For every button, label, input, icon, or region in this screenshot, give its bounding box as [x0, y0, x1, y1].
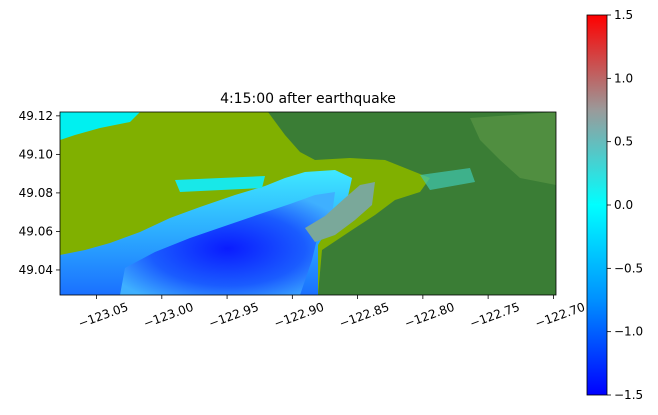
- river-channel: [305, 182, 375, 242]
- y-tick-label: 49.08: [19, 186, 53, 200]
- upland-area: [268, 112, 556, 295]
- colorbar-axis: 1.5 1.0 0.5 0.0 −0.5 −1.0 −1.5: [607, 8, 643, 402]
- inundated-patch-nw: [60, 112, 140, 140]
- y-axis: 49.04 49.06 49.08 49.10 49.12: [19, 109, 60, 277]
- x-tick-label: −122.75: [468, 300, 522, 331]
- y-tick-label: 49.12: [19, 109, 53, 123]
- deep-water: [120, 192, 335, 295]
- x-tick-label: −122.90: [272, 300, 326, 331]
- colorbar-tick-label: 1.0: [614, 71, 633, 85]
- colorbar-tick-label: 0.0: [614, 198, 633, 212]
- colorbar-tick-label: 0.5: [614, 135, 633, 149]
- y-tick-label: 49.06: [19, 224, 53, 238]
- plot-frame: [59, 111, 557, 296]
- x-tick-label: −123.05: [76, 300, 130, 331]
- colorbar-tick-label: 1.5: [614, 8, 633, 22]
- x-axis: −123.05 −123.00 −122.95 −122.90 −122.85 −122.…: [76, 295, 587, 331]
- inundated-patch-east: [420, 168, 475, 190]
- colorbar-tick-label: −0.5: [614, 261, 643, 275]
- colorbar-tick-label: −1.5: [614, 388, 643, 402]
- x-tick-label: −122.80: [403, 300, 457, 331]
- map-image: [60, 112, 556, 295]
- x-tick-label: −122.85: [337, 300, 391, 331]
- chart-title: 4:15:00 after earthquake: [220, 91, 396, 107]
- x-tick-label: −123.00: [142, 300, 196, 331]
- upland-shading: [470, 112, 556, 185]
- y-tick-label: 49.04: [19, 263, 53, 277]
- y-tick-label: 49.10: [19, 147, 53, 161]
- colorbar: [586, 14, 608, 396]
- colorbar-tick-label: −1.0: [614, 325, 643, 339]
- x-tick-label: −122.95: [207, 300, 261, 331]
- x-tick-label: −122.70: [533, 300, 587, 331]
- inundated-patch-center: [175, 176, 265, 192]
